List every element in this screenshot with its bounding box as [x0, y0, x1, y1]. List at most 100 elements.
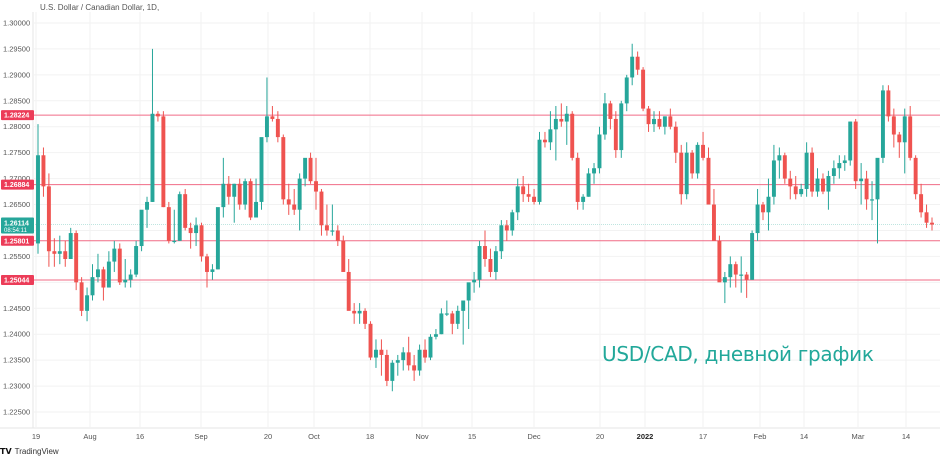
candle [341, 235, 346, 272]
candle [782, 152, 787, 184]
candle [586, 168, 591, 197]
candle [597, 126, 602, 174]
candle [90, 264, 95, 301]
candle [880, 85, 885, 164]
candle [324, 204, 329, 236]
candle [286, 183, 291, 215]
time-tick-label: 20 [264, 432, 272, 441]
candle [357, 303, 362, 324]
candle [314, 157, 318, 210]
price-axis[interactable]: 1.30000 1.29500 1.29000 1.28500 1.28000 1.275… [3, 19, 30, 417]
candle [243, 178, 248, 210]
candle [733, 261, 738, 288]
candle [145, 196, 149, 228]
price-tick-label: 1.25500 [3, 252, 30, 261]
candle [532, 188, 537, 205]
candle [722, 271, 727, 304]
price-tick-label: 1.27000 [3, 174, 30, 183]
candle [275, 111, 280, 143]
candle [570, 111, 575, 161]
candle [139, 209, 144, 252]
level-tag [1, 179, 34, 190]
candle [264, 77, 269, 143]
candle [352, 303, 357, 324]
level-tag-label: 1.28224 [4, 113, 29, 120]
candle [799, 183, 804, 197]
candle [292, 188, 297, 215]
candle [652, 111, 656, 132]
candle [750, 230, 755, 280]
candle [330, 204, 335, 236]
price-tick-label: 1.28500 [3, 96, 30, 105]
candle [690, 150, 695, 179]
candle [96, 253, 100, 283]
time-tick-label: Feb [754, 432, 767, 441]
candle [679, 144, 684, 205]
candle [902, 108, 907, 174]
level-tag [1, 275, 34, 286]
candle [739, 256, 744, 293]
price-tick-label: 1.27500 [3, 148, 30, 157]
time-tick-label: 14 [902, 432, 910, 441]
candle [406, 336, 411, 371]
grid-lines [0, 12, 940, 429]
level-tag [1, 235, 34, 246]
candle [199, 222, 204, 262]
candle [897, 131, 902, 158]
level-tag [1, 110, 34, 121]
candle [455, 305, 460, 330]
candle [423, 339, 427, 363]
candle [771, 144, 776, 205]
candle [444, 300, 449, 317]
candle [891, 108, 896, 148]
candle [793, 176, 798, 200]
candle [859, 163, 864, 205]
time-tick-label: 19 [32, 432, 40, 441]
tradingview-brand[interactable]: 𝗧𝗩 TradingView [0, 447, 59, 456]
candle [711, 188, 716, 241]
candle [237, 178, 242, 210]
candle [701, 131, 706, 161]
candle [177, 191, 182, 241]
candle [395, 354, 400, 376]
level-tag-label: 1.25801 [4, 238, 29, 245]
candle [788, 170, 793, 200]
current-price-label: 1.26114 [4, 221, 29, 228]
candle [439, 308, 444, 335]
candle [335, 225, 340, 247]
countdown-label: 08:54:11 [4, 228, 28, 234]
price-tick-label: 1.29500 [3, 44, 30, 53]
time-tick-label: 2022 [637, 432, 654, 441]
candle [166, 201, 171, 244]
time-axis[interactable]: 19 Aug 16 Sep 20 Oct 18 Nov 15 Dec 20 2022 17 Feb 14 Ma… [32, 432, 910, 441]
candle [826, 170, 831, 210]
candle [657, 111, 662, 130]
candle [777, 147, 782, 179]
candle [123, 258, 128, 288]
candle [205, 253, 209, 288]
candle [150, 48, 155, 202]
candle [619, 100, 624, 158]
candle [592, 163, 596, 184]
candle [194, 217, 199, 247]
candle [755, 188, 760, 241]
candle [390, 360, 395, 392]
candle [515, 178, 520, 221]
candle [161, 111, 166, 208]
time-tick-label: 20 [596, 432, 604, 441]
candle [363, 308, 368, 330]
candle [504, 220, 509, 241]
candle [461, 300, 466, 345]
candle [526, 183, 531, 202]
candle [232, 183, 237, 223]
candle [870, 181, 874, 221]
candle [297, 173, 302, 231]
time-tick-label: Mar [852, 432, 865, 441]
time-tick-label: Dec [527, 432, 541, 441]
current-price-tag [1, 217, 34, 234]
candle [319, 188, 324, 236]
candle [68, 227, 73, 259]
candle [248, 178, 253, 221]
candle [428, 334, 433, 361]
